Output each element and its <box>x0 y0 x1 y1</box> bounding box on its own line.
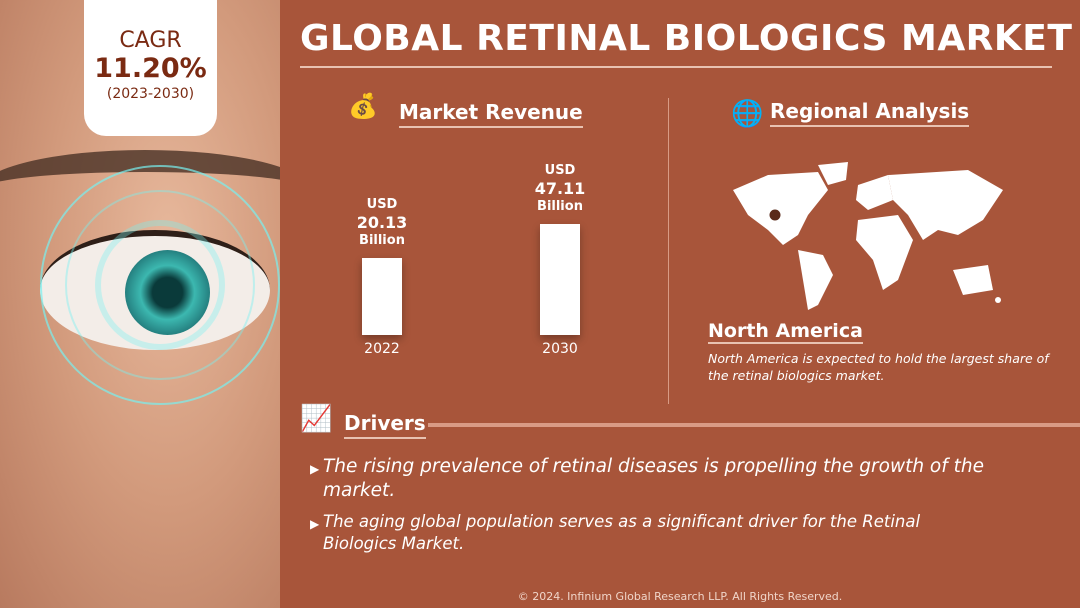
region-description: North America is expected to hold the la… <box>708 351 1049 383</box>
drivers-heading: Drivers <box>344 411 426 439</box>
footer: © 2024. Infinium Global Research LLP. Al… <box>517 590 843 603</box>
eyebrow <box>0 150 280 230</box>
drivers-line <box>428 423 1080 427</box>
driver-item: ▶ The aging global population serves as a… <box>310 512 921 553</box>
money-bag-icon: 💰 <box>348 92 378 120</box>
divider <box>668 98 669 404</box>
data-label: USD 47.11 Billion <box>534 162 586 214</box>
page-title: GLOBAL RETINAL BIOLOGICS MARKET <box>300 18 1073 59</box>
cagr-label: CAGR <box>119 28 182 53</box>
data-label: USD 20.13 Billion <box>356 196 408 248</box>
cagr-badge: CAGR 11.20% (2023-2030) <box>84 0 217 136</box>
x-tick-label: 2030 <box>542 341 578 357</box>
cagr-period: (2023-2030) <box>106 86 195 102</box>
region-name: North America <box>708 320 863 344</box>
north-america-marker <box>768 208 782 222</box>
market-revenue-heading: Market Revenue <box>399 100 583 128</box>
bullet-icon: ▶ <box>310 517 320 531</box>
bullet-icon: ▶ <box>310 462 320 476</box>
driver-item: ▶ The rising prevalence of retinal diseas… <box>310 456 985 501</box>
bar-2030 <box>540 223 580 335</box>
x-tick-label: 2022 <box>364 341 400 357</box>
cagr-value: 11.20% <box>94 53 207 84</box>
bar-2022 <box>362 257 402 335</box>
title-underline <box>300 66 1052 68</box>
drivers-chart-icon: 📈 <box>300 404 333 434</box>
globe-icon: 🌐 <box>731 99 764 129</box>
regional-analysis-heading: Regional Analysis <box>770 99 970 127</box>
world-map <box>733 162 1003 310</box>
